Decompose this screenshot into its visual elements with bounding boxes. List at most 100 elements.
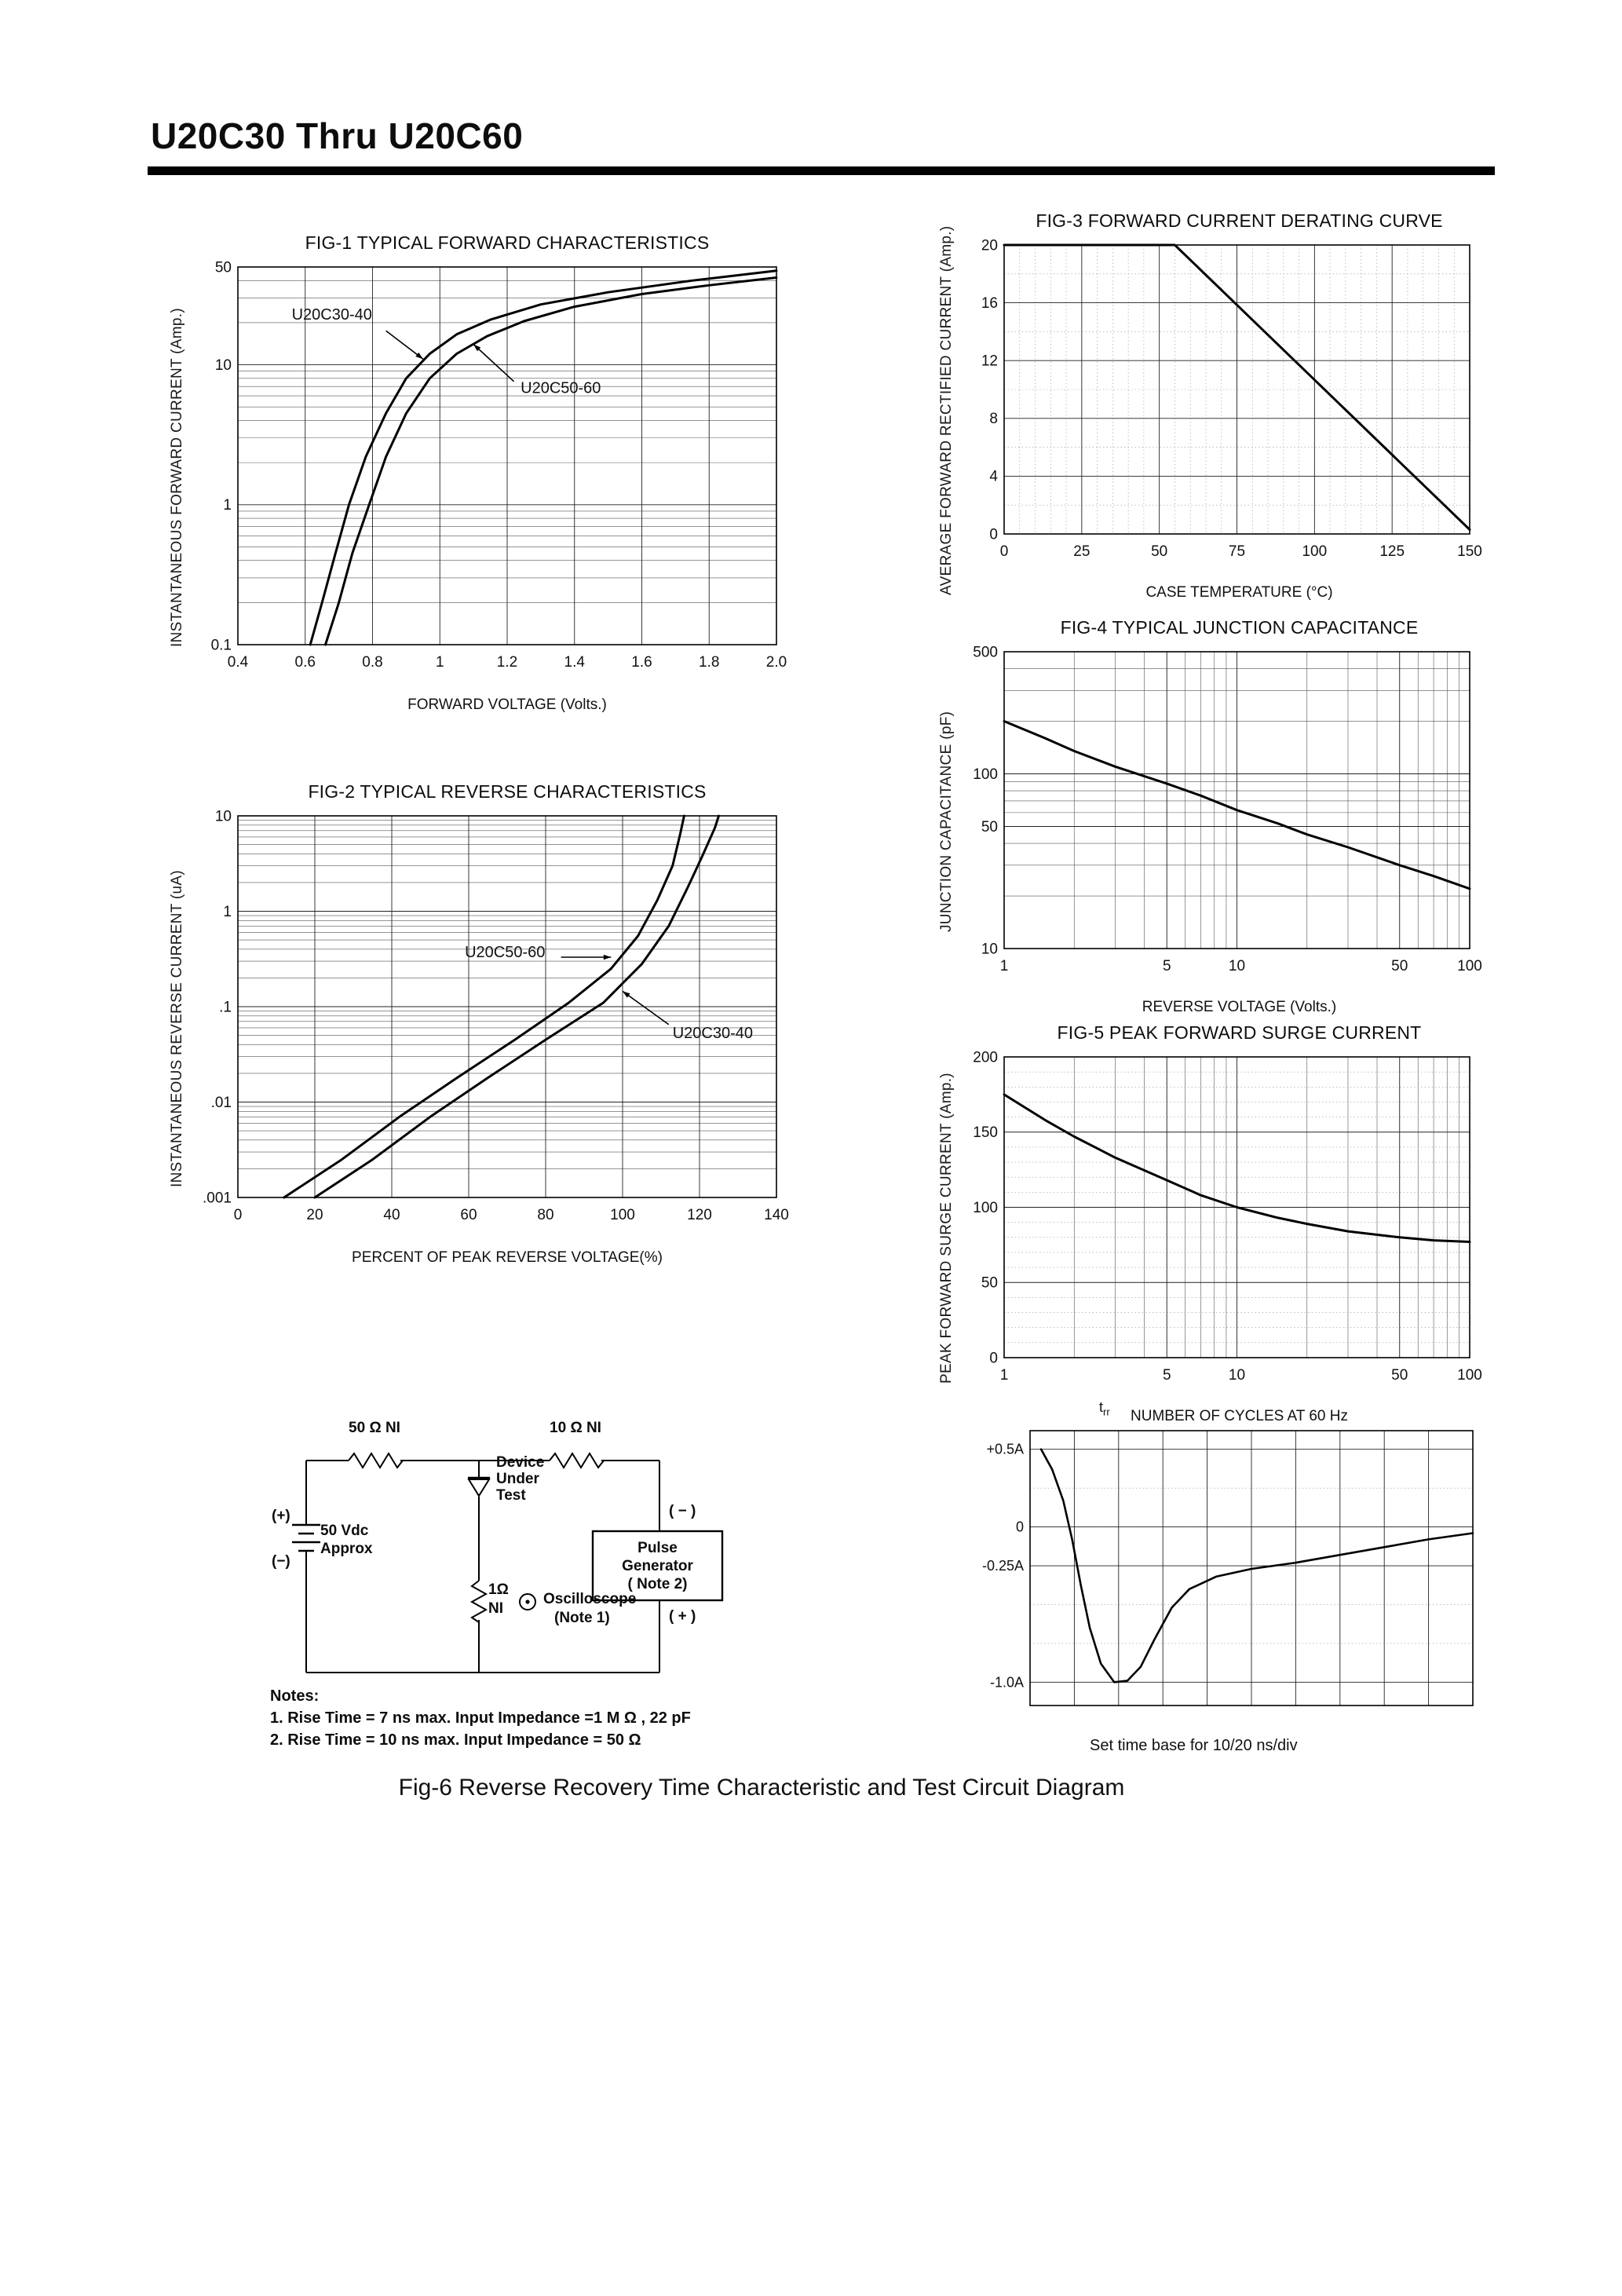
fig5-plot: 1 5 10 50 100 0 50 100 150 200 bbox=[973, 1049, 1482, 1384]
svg-text:120: 120 bbox=[687, 1207, 712, 1223]
svg-text:1: 1 bbox=[223, 497, 232, 514]
resistor-r2-label: 10 Ω NI bbox=[550, 1420, 601, 1436]
trr-sub: rr bbox=[1103, 1406, 1110, 1418]
svg-text:U20C30-40: U20C30-40 bbox=[292, 306, 372, 324]
notes-title: Notes: bbox=[270, 1687, 320, 1705]
svg-text:80: 80 bbox=[537, 1207, 553, 1223]
title-rule bbox=[148, 166, 1495, 175]
pulse-generator-plus-label: ( + ) bbox=[669, 1608, 696, 1625]
fig3-x-axis-label: CASE TEMPERATURE (°C) bbox=[1145, 584, 1333, 601]
svg-text:100: 100 bbox=[1302, 543, 1327, 560]
resistor-r3-label: 1Ω bbox=[488, 1581, 509, 1598]
fig1-y-axis-label: INSTANTANEOUS FORWARD CURRENT (Amp.) bbox=[169, 308, 185, 648]
note-1: 1. Rise Time = 7 ns max. Input Impedance… bbox=[270, 1709, 691, 1727]
fig2-x-axis-label: PERCENT OF PEAK REVERSE VOLTAGE(%) bbox=[352, 1249, 663, 1266]
fig4-x-axis-label: REVERSE VOLTAGE (Volts.) bbox=[1142, 999, 1337, 1015]
svg-text:1.4: 1.4 bbox=[564, 654, 586, 671]
oscilloscope-dot bbox=[525, 1600, 530, 1604]
svg-text:0: 0 bbox=[989, 526, 998, 543]
fig4-title: FIG-4 TYPICAL JUNCTION CAPACITANCE bbox=[1060, 617, 1419, 638]
battery-plates bbox=[292, 1523, 320, 1552]
svg-text:0.6: 0.6 bbox=[295, 654, 316, 671]
svg-text:10: 10 bbox=[215, 808, 232, 824]
svg-text:25: 25 bbox=[1073, 543, 1090, 560]
svg-text:12: 12 bbox=[981, 353, 998, 369]
svg-text:10: 10 bbox=[981, 941, 998, 957]
svg-text:125: 125 bbox=[1379, 543, 1405, 560]
svg-text:20: 20 bbox=[306, 1207, 323, 1223]
battery-plus-label: (+) bbox=[272, 1508, 290, 1524]
oscilloscope-label: Oscilloscope bbox=[543, 1591, 637, 1607]
page-title: U20C30 Thru U20C60 bbox=[151, 115, 524, 156]
svg-text:1.8: 1.8 bbox=[699, 654, 719, 671]
fig5-y-axis-label: PEAK FORWARD SURGE CURRENT (Amp.) bbox=[938, 1073, 955, 1384]
svg-text:50: 50 bbox=[1391, 958, 1408, 974]
svg-text:50: 50 bbox=[981, 819, 998, 835]
svg-text:+0.5A: +0.5A bbox=[986, 1442, 1024, 1457]
svg-text:1: 1 bbox=[436, 654, 444, 671]
svg-text:-1.0A: -1.0A bbox=[990, 1674, 1024, 1690]
svg-text:1.6: 1.6 bbox=[631, 654, 652, 671]
device-under-test-label: Device Under Test bbox=[496, 1454, 545, 1504]
fig1-title: FIG-1 TYPICAL FORWARD CHARACTERISTICS bbox=[305, 232, 710, 253]
svg-text:2.0: 2.0 bbox=[766, 654, 787, 671]
svg-text:1.2: 1.2 bbox=[497, 654, 517, 671]
fig2-reverse-characteristics: INSTANTANEOUS REVERSE CURRENT (uA) FIG-2… bbox=[161, 781, 789, 1276]
fig3-title: FIG-3 FORWARD CURRENT DERATING CURVE bbox=[1036, 210, 1443, 231]
resistor-r1-zigzag bbox=[348, 1452, 404, 1469]
diode-triangle bbox=[467, 1479, 491, 1497]
svg-text:100: 100 bbox=[1457, 1367, 1482, 1384]
svg-text:150: 150 bbox=[1457, 543, 1482, 560]
svg-text:100: 100 bbox=[973, 766, 998, 783]
svg-text:-0.25A: -0.25A bbox=[982, 1558, 1024, 1574]
fig3-plot: 0 25 50 75 100 125 150 0 4 8 12 16 20 bbox=[981, 237, 1482, 560]
svg-text:1: 1 bbox=[1000, 958, 1009, 974]
svg-text:0: 0 bbox=[234, 1207, 243, 1223]
fig2-y-axis-label: INSTANTANEOUS REVERSE CURRENT (uA) bbox=[169, 870, 185, 1187]
svg-text:.001: .001 bbox=[203, 1190, 232, 1206]
svg-text:10: 10 bbox=[215, 357, 232, 374]
fig5-surge-current: PEAK FORWARD SURGE CURRENT (Amp.) FIG-5 … bbox=[930, 1022, 1484, 1435]
oscilloscope-symbol bbox=[519, 1593, 536, 1610]
resistor-r2-zigzag bbox=[549, 1452, 605, 1469]
circuit-notes: Notes: 1. Rise Time = 7 ns max. Input Im… bbox=[270, 1685, 691, 1751]
svg-text:200: 200 bbox=[973, 1049, 998, 1066]
fig6-caption: Fig-6 Reverse Recovery Time Characterist… bbox=[398, 1775, 1125, 1801]
fig3-y-axis-label: AVERAGE FORWARD RECTIFIED CURRENT (Amp.) bbox=[938, 225, 955, 596]
svg-text:U20C50-60: U20C50-60 bbox=[465, 944, 545, 961]
fig4-plot: 1 5 10 50 100 500 100 50 10 bbox=[973, 644, 1482, 974]
svg-text:.01: .01 bbox=[211, 1095, 232, 1111]
fig6-recovery-waveform: +0.5A 0 -0.25A -1.0A bbox=[980, 1418, 1482, 1717]
fig2-title: FIG-2 TYPICAL REVERSE CHARACTERISTICS bbox=[308, 781, 707, 802]
svg-text:.1: .1 bbox=[219, 999, 232, 1015]
svg-text:500: 500 bbox=[973, 644, 998, 660]
fig2-plot: 0 20 40 60 80 100 120 140 10 1 .1 .01 .001 U20C50-60 U… bbox=[203, 808, 789, 1223]
svg-text:0: 0 bbox=[1016, 1519, 1024, 1535]
svg-text:8: 8 bbox=[989, 411, 998, 427]
svg-text:5: 5 bbox=[1163, 1367, 1171, 1384]
svg-text:10: 10 bbox=[1229, 1367, 1245, 1384]
note-2: 2. Rise Time = 10 ns max. Input Impedanc… bbox=[270, 1731, 641, 1749]
svg-text:140: 140 bbox=[764, 1207, 789, 1223]
fig1-forward-characteristics: INSTANTANEOUS FORWARD CURRENT (Amp.) FIG… bbox=[161, 232, 789, 723]
svg-text:1: 1 bbox=[1000, 1367, 1009, 1384]
pulse-generator-box bbox=[591, 1530, 724, 1602]
fig3-derating-curve: AVERAGE FORWARD RECTIFIED CURRENT (Amp.)… bbox=[930, 210, 1484, 611]
fig5-x-axis-label: NUMBER OF CYCLES AT 60 Hz bbox=[1131, 1408, 1348, 1424]
resistor-r3-zigzag bbox=[469, 1580, 488, 1623]
svg-text:75: 75 bbox=[1229, 543, 1245, 560]
trr-label: trr bbox=[1099, 1399, 1110, 1418]
svg-text:150: 150 bbox=[973, 1124, 998, 1141]
svg-text:20: 20 bbox=[981, 237, 998, 254]
timebase-label: Set time base for 10/20 ns/div bbox=[1090, 1737, 1298, 1754]
pulse-generator-minus-label: ( − ) bbox=[669, 1503, 696, 1519]
svg-text:4: 4 bbox=[989, 469, 998, 485]
battery-voltage-label: 50 Vdc Approx bbox=[320, 1523, 373, 1557]
svg-text:100: 100 bbox=[610, 1207, 635, 1223]
svg-text:U20C30-40: U20C30-40 bbox=[673, 1025, 753, 1042]
fig1-x-axis-label: FORWARD VOLTAGE (Volts.) bbox=[407, 696, 607, 713]
svg-text:0.8: 0.8 bbox=[362, 654, 382, 671]
resistor-r1-label: 50 Ω NI bbox=[349, 1420, 400, 1436]
battery-minus-label: (−) bbox=[272, 1553, 290, 1570]
